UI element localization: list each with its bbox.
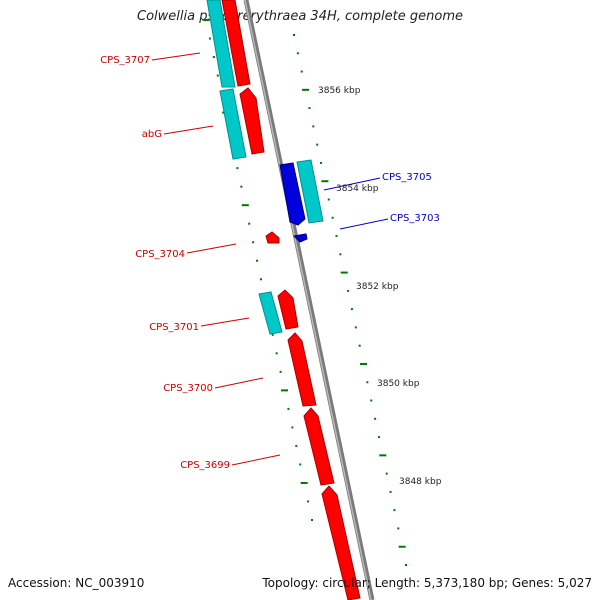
cyan-feature-block [206, 0, 236, 88]
scale-tick-label: 3850 kbp [377, 379, 420, 389]
forward-cds-arrow [277, 289, 299, 330]
forward-cds-arrow [221, 0, 251, 87]
accession-text: Accession: NC_003910 [8, 576, 145, 590]
cyan-feature-block [258, 291, 283, 335]
gene-label-cps-3707: CPS_3707 [100, 55, 150, 66]
label-leader-line [339, 218, 389, 230]
label-leader-line [151, 52, 201, 61]
label-leader-line [163, 125, 214, 135]
gene-label-cps-3699: CPS_3699 [180, 460, 230, 471]
gene-label-cps-3700: CPS_3700 [163, 383, 213, 394]
label-leader-line [323, 177, 381, 191]
outer-tick-dots [293, 34, 407, 566]
label-leader-line [214, 377, 264, 389]
forward-cds-arrow [287, 332, 317, 407]
forward-cds-arrow [303, 407, 335, 486]
gene-label-cps-3704: CPS_3704 [135, 249, 185, 260]
scale-tick-label: 3852 kbp [356, 282, 399, 292]
label-leader-line [200, 317, 250, 327]
label-leader-line [231, 454, 281, 466]
forward-cds-arrow [239, 87, 265, 155]
reverse-cds-arrow [292, 233, 308, 243]
forward-cds-arrow [265, 231, 280, 244]
gene-label-cps-3703: CPS_3703 [390, 213, 440, 224]
inner-tick-dots [202, 19, 313, 521]
gene-label-cps-3705: CPS_3705 [382, 172, 432, 183]
cyan-feature-block [219, 88, 247, 160]
scale-tick-label: 3848 kbp [399, 477, 442, 487]
reverse-cds-arrow [279, 162, 306, 226]
forward-cds-arrow [321, 485, 361, 600]
scale-tick-label: 3854 kbp [336, 184, 379, 194]
gene-label-cps-3701: CPS_3701 [149, 322, 199, 333]
label-leader-line [186, 243, 237, 254]
cyan-feature-block [296, 159, 324, 224]
genome-backbone-highlight [244, 0, 372, 600]
genome-summary-text: Topology: circular; Length: 5,373,180 bp… [262, 576, 592, 590]
scale-tick-label: 3856 kbp [318, 86, 361, 96]
gene-label-abg: abG [142, 129, 162, 140]
genome-backbone [243, 0, 375, 600]
